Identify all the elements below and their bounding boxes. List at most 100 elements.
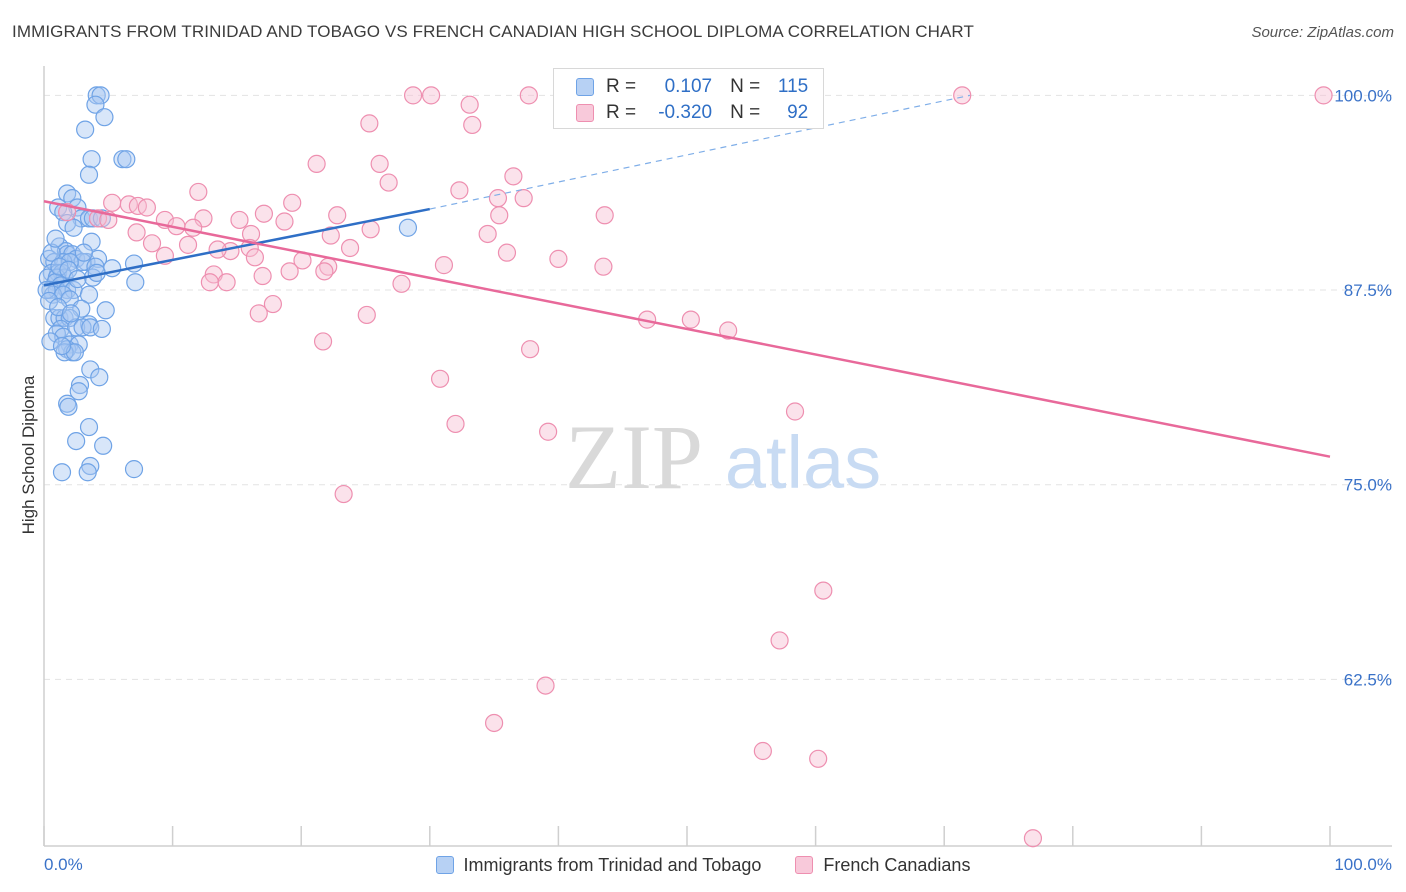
data-point [434, 256, 454, 275]
data-point [809, 749, 828, 768]
data-point [313, 332, 333, 351]
data-point [94, 436, 113, 455]
legend-swatch-blue [435, 856, 454, 874]
data-point [280, 262, 299, 281]
data-point [315, 262, 334, 281]
data-point [430, 369, 450, 388]
n-value: 92 [787, 102, 809, 123]
data-point [67, 431, 86, 451]
data-point [79, 417, 99, 437]
data-point [360, 114, 379, 133]
data-point [126, 273, 145, 292]
data-point [263, 294, 283, 314]
data-point [681, 310, 700, 329]
data-point [421, 86, 441, 105]
data-point [719, 321, 738, 340]
data-point [392, 274, 411, 293]
data-point [42, 243, 61, 262]
r-label: R = [606, 102, 637, 123]
data-point [69, 382, 88, 401]
data-point [52, 336, 72, 356]
legend-item-french-canadians[interactable]: French Canadians [795, 855, 970, 876]
data-point [52, 463, 72, 482]
axes [43, 66, 1392, 847]
data-point [536, 676, 555, 695]
data-point [189, 182, 208, 202]
data-point [70, 375, 90, 395]
data-point [485, 713, 504, 733]
data-point [41, 332, 60, 351]
data-point [142, 234, 162, 253]
data-point [91, 86, 110, 105]
data-point [539, 422, 558, 441]
data-point [398, 218, 418, 237]
tick-labels: 62.5% 75.0% 87.5% 100.0% 0.0% 100.0% [44, 86, 1392, 874]
data-point [86, 95, 105, 114]
data-point [460, 95, 479, 114]
y-tick-label: 62.5% [1344, 670, 1392, 689]
data-point [594, 257, 613, 276]
data-point [770, 631, 789, 650]
data-point [113, 150, 132, 169]
data-point [334, 484, 353, 504]
data-point [119, 195, 138, 214]
data-point [275, 212, 294, 231]
data-point [73, 318, 92, 337]
y-axis-label: High School Diploma [19, 375, 38, 534]
x-tick-label: 100.0% [1334, 855, 1392, 874]
trend-lines [43, 94, 1331, 458]
data-point [361, 220, 380, 239]
data-point [137, 198, 156, 217]
correlation-row-blue: R = 0.107 N = 115 [576, 74, 808, 100]
data-point [478, 224, 497, 244]
data-point [357, 305, 376, 325]
data-point [488, 189, 508, 208]
data-point [184, 218, 203, 237]
r-value: -0.320 [658, 102, 713, 123]
chart-title: IMMIGRANTS FROM TRINIDAD AND TOBAGO VS F… [12, 22, 974, 41]
data-point [96, 301, 115, 320]
blue-swatch [576, 78, 594, 96]
trend-line-pink [43, 200, 1331, 458]
data-point [504, 167, 523, 186]
source-label: Source: ZipAtlas.com [1251, 24, 1394, 41]
data-point [253, 266, 272, 286]
data-point [92, 319, 111, 339]
data-point [307, 154, 326, 173]
data-point [514, 189, 533, 208]
watermark-zip: ZIP [565, 406, 703, 508]
data-point [446, 414, 465, 434]
data-point [340, 238, 360, 258]
data-point [1023, 829, 1043, 848]
data-point [519, 86, 538, 105]
n-label: N = [730, 76, 761, 97]
data-point [549, 249, 568, 268]
legend-item-trinidad[interactable]: Immigrants from Trinidad and Tobago [435, 855, 761, 876]
y-tick-label: 87.5% [1344, 281, 1392, 300]
data-point [785, 402, 805, 421]
correlation-box: R = 0.107 N = 115 R = -0.320 N = 92 [553, 68, 824, 129]
data-point [194, 209, 213, 228]
n-value: 115 [777, 76, 809, 97]
data-point [1314, 86, 1333, 105]
data-point [61, 304, 81, 323]
data-point [283, 193, 302, 212]
data-point [54, 203, 73, 222]
data-point [74, 243, 93, 262]
data-point [321, 226, 340, 245]
data-point [78, 463, 97, 482]
data-point [124, 460, 144, 479]
data-point [59, 397, 78, 416]
y-tick-label: 75.0% [1344, 476, 1392, 495]
data-point [450, 181, 469, 200]
data-point [117, 150, 136, 169]
data-point [753, 741, 772, 761]
data-point [79, 285, 99, 304]
data-point [46, 229, 65, 248]
data-point [328, 206, 347, 225]
data-point [45, 308, 64, 328]
data-point [521, 340, 540, 359]
data-point [953, 86, 972, 105]
data-point [370, 154, 389, 173]
